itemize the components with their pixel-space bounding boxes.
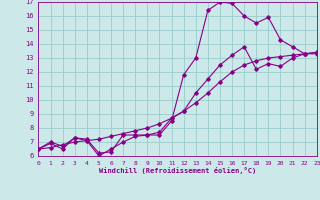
X-axis label: Windchill (Refroidissement éolien,°C): Windchill (Refroidissement éolien,°C) xyxy=(99,167,256,174)
